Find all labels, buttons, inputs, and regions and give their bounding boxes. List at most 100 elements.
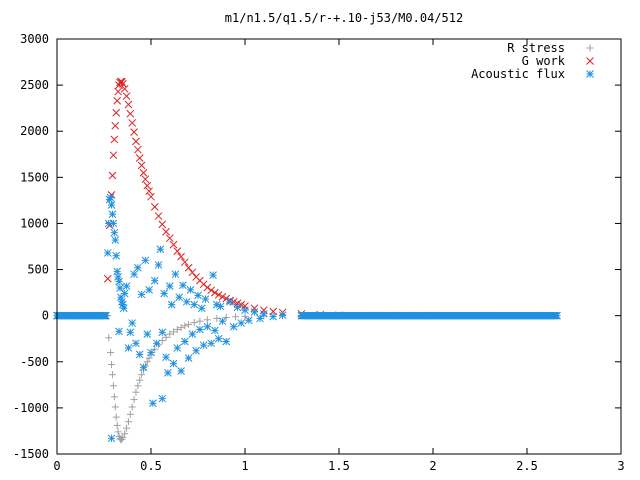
data-point bbox=[156, 245, 165, 254]
data-point bbox=[269, 312, 278, 321]
data-point bbox=[182, 297, 191, 306]
data-point bbox=[113, 96, 122, 105]
data-point bbox=[203, 322, 212, 331]
data-point bbox=[107, 201, 116, 209]
y-tick-label: 3000 bbox=[20, 32, 49, 46]
data-point bbox=[211, 288, 219, 297]
data-point bbox=[229, 322, 238, 331]
data-point bbox=[192, 346, 200, 355]
data-point bbox=[109, 151, 118, 160]
data-point bbox=[209, 271, 217, 279]
data-point bbox=[108, 361, 116, 369]
data-point bbox=[132, 137, 140, 146]
x-tick-label: 0 bbox=[53, 459, 60, 473]
data-point bbox=[237, 319, 246, 327]
data-point bbox=[112, 413, 120, 421]
data-point bbox=[256, 314, 264, 323]
data-point bbox=[133, 263, 142, 272]
data-point bbox=[222, 314, 230, 322]
data-point bbox=[162, 333, 170, 341]
data-point bbox=[101, 311, 110, 320]
data-point bbox=[194, 291, 202, 300]
data-point bbox=[139, 363, 148, 372]
data-point bbox=[169, 359, 178, 368]
data-point bbox=[197, 304, 206, 313]
data-point bbox=[107, 434, 116, 443]
data-point bbox=[190, 300, 199, 309]
data-point bbox=[128, 119, 137, 127]
data-point bbox=[165, 234, 174, 243]
data-point bbox=[141, 175, 150, 184]
data-point bbox=[173, 326, 181, 333]
y-tick-label: 1000 bbox=[20, 216, 49, 230]
data-point bbox=[147, 192, 155, 201]
data-point bbox=[552, 311, 561, 320]
data-point bbox=[119, 433, 127, 441]
data-point bbox=[158, 394, 167, 403]
x-tick-label: 1 bbox=[241, 459, 248, 473]
series-r-stress bbox=[100, 312, 324, 444]
data-point bbox=[177, 367, 185, 375]
data-point bbox=[120, 289, 129, 298]
data-point bbox=[149, 399, 157, 408]
x-tick-label: 2.5 bbox=[516, 459, 538, 473]
data-point bbox=[226, 297, 234, 306]
data-point bbox=[108, 171, 117, 180]
series-g-work bbox=[100, 77, 437, 320]
data-point bbox=[123, 424, 131, 432]
legend-label: R stress bbox=[507, 41, 565, 55]
data-point bbox=[154, 261, 163, 269]
data-point bbox=[118, 78, 126, 86]
data-point bbox=[175, 293, 184, 302]
data-point bbox=[162, 353, 170, 362]
data-point bbox=[122, 282, 131, 291]
legend-label: Acoustic flux bbox=[471, 67, 565, 81]
data-point bbox=[158, 220, 167, 229]
data-point bbox=[152, 339, 161, 348]
data-point bbox=[164, 368, 172, 377]
data-point bbox=[111, 403, 119, 411]
data-point bbox=[184, 354, 193, 362]
legend-marker bbox=[586, 70, 594, 78]
data-point bbox=[150, 202, 159, 211]
data-point bbox=[114, 273, 122, 281]
data-point bbox=[207, 286, 216, 295]
y-tick-label: -1500 bbox=[13, 447, 49, 461]
data-point bbox=[233, 303, 242, 312]
data-point bbox=[143, 330, 152, 338]
data-point bbox=[112, 251, 121, 260]
data-point bbox=[179, 281, 187, 290]
plot-frame bbox=[56, 38, 622, 455]
data-point bbox=[207, 339, 216, 348]
data-point bbox=[169, 240, 178, 249]
y-tick-label: 1500 bbox=[20, 170, 49, 184]
data-point bbox=[180, 337, 189, 346]
y-tick-label: -1000 bbox=[13, 401, 49, 415]
data-point bbox=[110, 393, 118, 401]
data-point bbox=[218, 317, 227, 326]
data-point bbox=[186, 285, 195, 294]
data-point bbox=[110, 135, 119, 144]
data-point bbox=[196, 317, 204, 325]
y-tick-label: 2500 bbox=[20, 78, 49, 92]
x-tick-label: 1.5 bbox=[328, 459, 350, 473]
data-point bbox=[137, 290, 146, 299]
data-point bbox=[150, 276, 159, 285]
x-tick-label: 0.5 bbox=[140, 459, 162, 473]
data-point bbox=[109, 382, 117, 390]
data-point bbox=[124, 100, 133, 109]
data-point bbox=[128, 319, 137, 327]
data-point bbox=[115, 327, 123, 336]
data-point bbox=[139, 168, 148, 177]
data-point bbox=[166, 330, 174, 338]
data-point bbox=[216, 302, 225, 311]
data-point bbox=[145, 285, 153, 294]
data-point bbox=[203, 316, 211, 324]
data-point bbox=[188, 330, 197, 338]
data-point bbox=[160, 289, 169, 298]
data-point bbox=[103, 249, 112, 257]
data-point bbox=[188, 268, 197, 277]
data-point bbox=[158, 328, 167, 337]
y-tick-label: -500 bbox=[20, 355, 49, 369]
